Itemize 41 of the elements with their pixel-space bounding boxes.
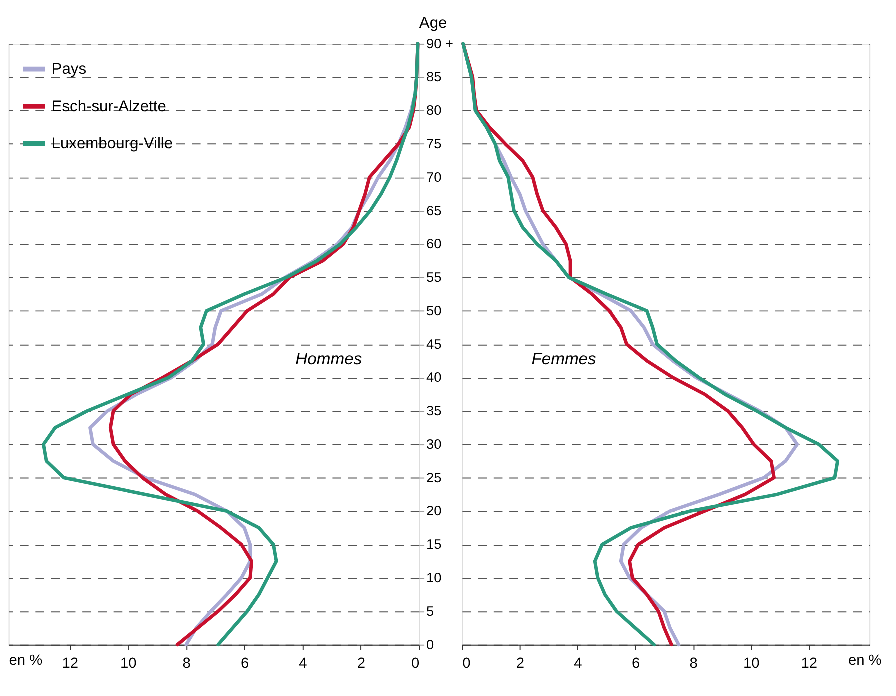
y-tick-label: 65	[426, 203, 442, 218]
x-tick-label: 2	[357, 656, 366, 672]
annotation: Femmes	[532, 349, 596, 368]
y-tick-label: 35	[426, 404, 442, 419]
y-axis-title: Age	[419, 14, 448, 32]
x-tick-label: 10	[120, 656, 137, 672]
y-tick-label: 30	[426, 436, 442, 452]
y-tick-label: 0	[426, 637, 435, 652]
y-tick-label: 45	[426, 336, 442, 352]
x-tick-label: 2	[516, 656, 525, 672]
y-tick-label: 5	[426, 604, 435, 619]
x-tick-label: 8	[690, 656, 698, 672]
y-tick-label: 10	[426, 570, 442, 586]
x-tick-label: 6	[240, 656, 250, 672]
y-tick-label: 20	[426, 504, 442, 519]
y-tick-label: 90 +	[426, 36, 454, 52]
y-tick-label: 55	[426, 270, 442, 286]
y-tick-label: 80	[426, 103, 442, 118]
y-tick-label: 70	[426, 170, 442, 185]
x-tick-label: 0	[462, 656, 471, 672]
x-tick-label: 6	[632, 656, 640, 672]
x-tick-label: 4	[299, 656, 308, 672]
x-tick-label: 4	[574, 656, 582, 672]
x-axis-title: en %	[848, 652, 882, 669]
x-tick-label: 12	[62, 656, 79, 672]
y-tick-label: 15	[426, 537, 442, 552]
x-tick-label: 8	[182, 656, 191, 672]
y-tick-label: 85	[426, 70, 442, 85]
legend-label: Luxembourg-Ville	[52, 136, 174, 152]
y-tick-label: 50	[426, 303, 442, 318]
x-axis-title: en %	[9, 652, 43, 669]
y-tick-label: 40	[426, 370, 442, 386]
y-tick-label: 25	[426, 470, 442, 486]
legend-label: Pays	[52, 61, 87, 78]
x-tick-label: 10	[743, 656, 760, 672]
y-tick-label: 60	[426, 236, 442, 252]
x-tick-label: 0	[412, 656, 420, 672]
annotation: Hommes	[296, 349, 362, 368]
y-tick-label: 75	[426, 136, 442, 152]
legend-label: Esch-sur-Alzette	[52, 98, 166, 116]
x-tick-label: 12	[801, 656, 818, 672]
